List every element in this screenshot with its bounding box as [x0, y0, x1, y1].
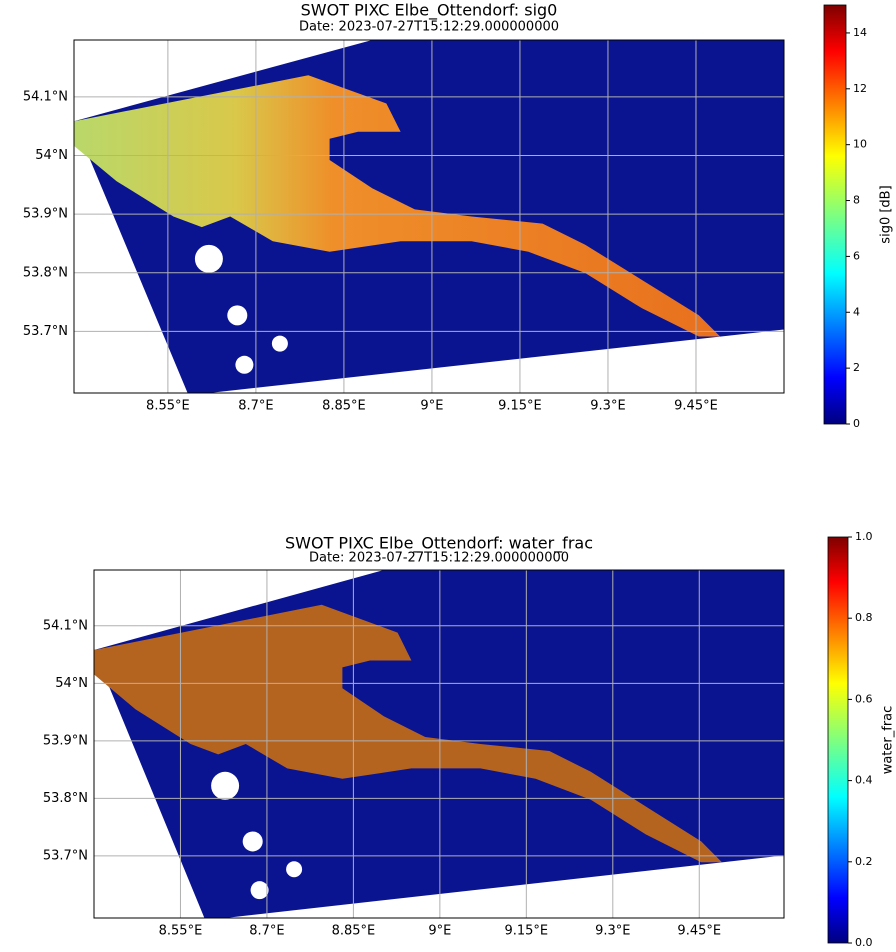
- no-data-gap: [227, 305, 248, 326]
- no-data-gap: [194, 244, 223, 273]
- x-tick-label: 8.55°E: [146, 399, 190, 414]
- x-tick-label: 9.45°E: [674, 399, 718, 414]
- x-tick-label: 8.7°E: [249, 924, 284, 939]
- y-tick-label: 53.9°N: [23, 207, 68, 222]
- water-body: [94, 604, 722, 863]
- colorbar-tick-label: 8: [853, 194, 860, 207]
- colorbar-tick-label: 0.6: [855, 692, 873, 705]
- no-data-gap: [271, 335, 288, 352]
- axes-frame: [93, 569, 785, 919]
- y-tick-label: 54°N: [55, 676, 88, 691]
- colorbar-tick-label: 14: [853, 26, 867, 39]
- no-data-gap: [286, 861, 303, 878]
- colorbar-tick-label: 2: [853, 361, 860, 374]
- colorbar-tick-label: 0: [853, 417, 860, 430]
- colorbar-tick-label: 0.0: [855, 936, 873, 949]
- y-tick-label: 53.7°N: [43, 848, 88, 863]
- colorbar-tick-label: 12: [853, 82, 867, 95]
- y-tick-label: 53.8°N: [23, 265, 68, 280]
- x-tick-label: 8.85°E: [332, 924, 376, 939]
- chart-subtitle: Date: 2023-07-27T15:12:29.000000000: [309, 551, 569, 566]
- x-tick-label: 9.15°E: [504, 924, 548, 939]
- x-tick-label: 8.85°E: [322, 399, 366, 414]
- map-panel: 8.55°E 8.7°E 8.85°E 9°E 9.15°E 9.3°E 9.45°E 53.…: [43, 530, 896, 949]
- water-body: [74, 75, 721, 337]
- y-tick-label: 53.9°N: [43, 733, 88, 748]
- imagery: [74, 40, 784, 393]
- colorbar-label: sig0 [dB]: [879, 185, 894, 243]
- colorbar-tick-label: 10: [853, 138, 867, 151]
- colorbar-tick-label: 0.2: [855, 855, 873, 868]
- chart-subtitle: Date: 2023-07-27T15:12:29.000000000: [299, 20, 559, 35]
- chart-title: SWOT PIXC Elbe_Ottendorf: water_frac: [285, 534, 593, 554]
- colorbar-tick-label: 4: [853, 305, 860, 318]
- x-tick-label: 9°E: [420, 399, 443, 414]
- colorbar-tick-label: 1.0: [855, 530, 873, 543]
- x-tick-label: 9.15°E: [498, 399, 542, 414]
- imagery: [94, 570, 784, 918]
- colorbar: [827, 536, 849, 944]
- y-tick-label: 54.1°N: [23, 89, 68, 104]
- colorbar-tick-label: 6: [853, 249, 860, 262]
- x-tick-label: 9.45°E: [677, 924, 721, 939]
- y-tick-label: 54°N: [35, 148, 68, 163]
- no-data-gap: [250, 881, 269, 900]
- no-data-gap: [242, 831, 263, 852]
- x-tick-label: 8.7°E: [238, 399, 273, 414]
- y-tick-label: 53.7°N: [23, 324, 68, 339]
- x-tick-label: 9.3°E: [590, 399, 625, 414]
- map-panel: 8.55°E 8.7°E 8.85°E 9°E 9.15°E 9.3°E 9.45°E 53.…: [23, 1, 894, 431]
- colorbar-label: water_frac: [881, 706, 896, 775]
- chart-title: SWOT PIXC Elbe_Ottendorf: sig0: [301, 1, 558, 21]
- y-tick-label: 54.1°N: [43, 618, 88, 633]
- no-data-gap: [211, 771, 240, 800]
- axes-frame: [73, 39, 785, 394]
- y-tick-label: 53.8°N: [43, 791, 88, 806]
- colorbar-tick-label: 0.8: [855, 611, 873, 624]
- x-tick-label: 9°E: [428, 924, 451, 939]
- x-tick-label: 9.3°E: [595, 924, 630, 939]
- colorbar: [823, 4, 847, 425]
- no-data-gap: [235, 355, 254, 374]
- x-tick-label: 8.55°E: [159, 924, 203, 939]
- colorbar-tick-label: 0.4: [855, 774, 873, 787]
